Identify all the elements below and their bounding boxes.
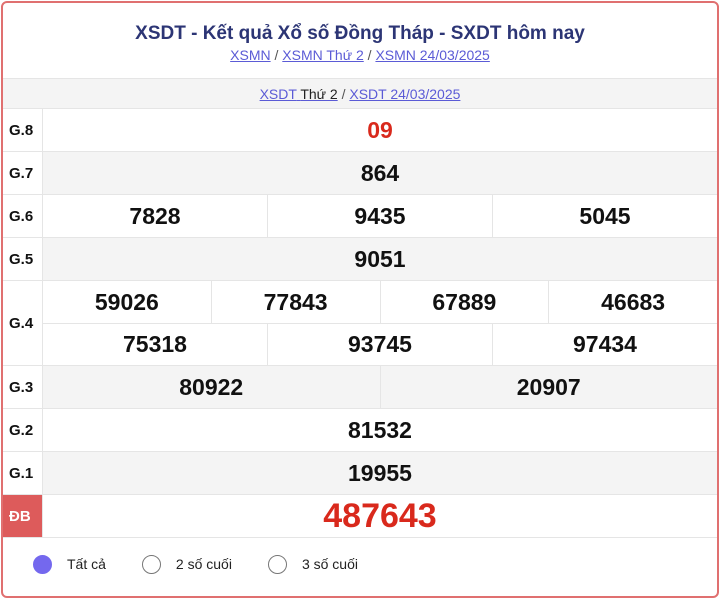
prize-subrow: 59026 77843 67889 46683 — [43, 281, 717, 323]
prize-values: 7828 9435 5045 — [43, 195, 717, 237]
link-xsmn[interactable]: XSMN — [230, 47, 271, 63]
link-text-plain: Thứ 2 — [300, 86, 338, 102]
sub-breadcrumb: XSDT Thứ 2 / XSDT 24/03/2025 — [3, 79, 717, 109]
breadcrumb: XSMN / XSMN Thứ 2 / XSMN 24/03/2025 — [230, 47, 490, 63]
prize-row: G.3 80922 20907 — [3, 366, 717, 409]
prize-number: 9435 — [267, 195, 492, 237]
prize-row: G.7 864 — [3, 152, 717, 195]
prize-values: 80922 20907 — [43, 366, 717, 408]
prize-row: ĐB 487643 — [3, 495, 717, 538]
prize-row: G.5 9051 — [3, 238, 717, 281]
prize-label: G.6 — [3, 195, 43, 237]
prize-label: G.4 — [3, 281, 43, 365]
digit-filter: Tất cả 2 số cuối 3 số cuối — [3, 538, 717, 590]
header: XSDT - Kết quả Xổ số Đồng Tháp - SXDT hô… — [3, 3, 717, 79]
prize-number: 20907 — [379, 366, 718, 408]
filter-radio[interactable]: 3 số cuối — [267, 554, 358, 574]
prize-label: G.1 — [3, 452, 43, 494]
radio-icon[interactable] — [141, 554, 161, 574]
radio-icon[interactable] — [33, 554, 52, 574]
prize-subrow: 09 — [43, 109, 717, 151]
radio-icon[interactable] — [267, 554, 287, 574]
prize-number: 5045 — [492, 195, 717, 237]
prize-row: G.1 19955 — [3, 452, 717, 495]
prize-number: 9051 — [354, 245, 406, 272]
link-xsmn-date[interactable]: XSMN 24/03/2025 — [375, 47, 490, 63]
page-title: XSDT - Kết quả Xổ số Đồng Tháp - SXDT hô… — [135, 23, 585, 44]
prize-number: 93745 — [267, 324, 492, 365]
link-text: XSDT — [259, 86, 297, 102]
prize-label: G.2 — [3, 409, 43, 451]
prize-values: 59026 77843 67889 46683 75318 93745 97434 — [43, 281, 717, 365]
prize-row: G.2 81532 — [3, 409, 717, 452]
prize-row: G.8 09 — [3, 109, 717, 152]
prize-subrow: 80922 20907 — [43, 366, 717, 408]
prize-label: G.5 — [3, 238, 43, 280]
prize-number: 81532 — [348, 416, 412, 443]
prize-number: 487643 — [323, 496, 437, 535]
prize-number: 7828 — [129, 202, 181, 229]
prize-number: 59026 — [94, 288, 159, 315]
link-xsmn-thu2[interactable]: XSMN Thứ 2 — [282, 47, 364, 63]
prize-label: ĐB — [3, 495, 43, 537]
prize-number: 77843 — [210, 281, 380, 323]
prize-row: G.6 7828 9435 5045 — [3, 195, 717, 238]
prize-number: 67889 — [379, 281, 549, 323]
prize-label: G.7 — [3, 152, 43, 194]
prize-values: 9051 — [43, 238, 717, 280]
prize-number: 75318 — [123, 331, 187, 357]
prize-label: G.3 — [3, 366, 43, 408]
prize-number: 97434 — [492, 324, 717, 365]
prize-subrow: 9051 — [43, 238, 717, 280]
prize-subrow: 75318 93745 97434 — [43, 323, 717, 365]
prize-subrow: 19955 — [43, 452, 717, 494]
filter-radio[interactable]: 2 số cuối — [141, 554, 232, 574]
prize-number: 80922 — [179, 373, 244, 400]
link-xsdt-date[interactable]: XSDT 24/03/2025 — [349, 86, 461, 102]
prize-number: 864 — [360, 159, 400, 186]
prize-row: G.4 59026 77843 67889 46683 75318 93745 97434 — [3, 281, 717, 366]
prize-number: 46683 — [548, 281, 717, 323]
prize-number: 09 — [367, 116, 393, 143]
link-xsdt-thu2[interactable]: XSDT Thứ 2 — [260, 86, 338, 102]
prize-subrow: 864 — [43, 152, 717, 194]
prize-values: 81532 — [43, 409, 717, 451]
prize-subrow: 487643 — [43, 495, 717, 537]
prize-values: 09 — [43, 109, 717, 151]
prize-subrow: 7828 9435 5045 — [43, 195, 717, 237]
radio-label: Tất cả — [67, 556, 106, 572]
prize-values: 487643 — [43, 495, 717, 537]
prize-table: G.8 09 G.7 864 G.6 7828 9435 5045 G.5 9051 G.4 5902… — [3, 109, 717, 538]
radio-label: 3 số cuối — [301, 556, 358, 572]
radio-label: 2 số cuối — [175, 556, 232, 572]
prize-subrow: 81532 — [43, 409, 717, 451]
prize-values: 864 — [43, 152, 717, 194]
prize-values: 19955 — [43, 452, 717, 494]
prize-label: G.8 — [3, 109, 43, 151]
filter-radio[interactable]: Tất cả — [33, 554, 106, 574]
prize-number: 19955 — [348, 459, 412, 486]
